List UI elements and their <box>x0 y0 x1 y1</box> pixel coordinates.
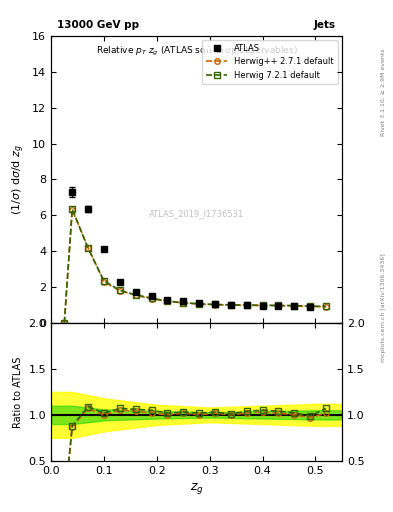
Text: Relative $p_T$ $z_g$ (ATLAS soft-drop observables): Relative $p_T$ $z_g$ (ATLAS soft-drop ob… <box>95 45 298 57</box>
Y-axis label: $(1/\sigma)$ d$\sigma$/d $z_g$: $(1/\sigma)$ d$\sigma$/d $z_g$ <box>10 144 27 215</box>
Text: Jets: Jets <box>314 20 336 30</box>
Y-axis label: Ratio to ATLAS: Ratio to ATLAS <box>13 356 23 428</box>
Text: Rivet 3.1.10, ≥ 2.9M events: Rivet 3.1.10, ≥ 2.9M events <box>381 48 386 136</box>
Text: mcplots.cern.ch [arXiv:1306.3436]: mcplots.cern.ch [arXiv:1306.3436] <box>381 253 386 361</box>
X-axis label: $z_g$: $z_g$ <box>189 481 204 496</box>
Legend: ATLAS, Herwig++ 2.7.1 default, Herwig 7.2.1 default: ATLAS, Herwig++ 2.7.1 default, Herwig 7.… <box>202 40 338 83</box>
Text: ATLAS_2019_I1736531: ATLAS_2019_I1736531 <box>149 209 244 218</box>
Text: 13000 GeV pp: 13000 GeV pp <box>57 20 139 30</box>
